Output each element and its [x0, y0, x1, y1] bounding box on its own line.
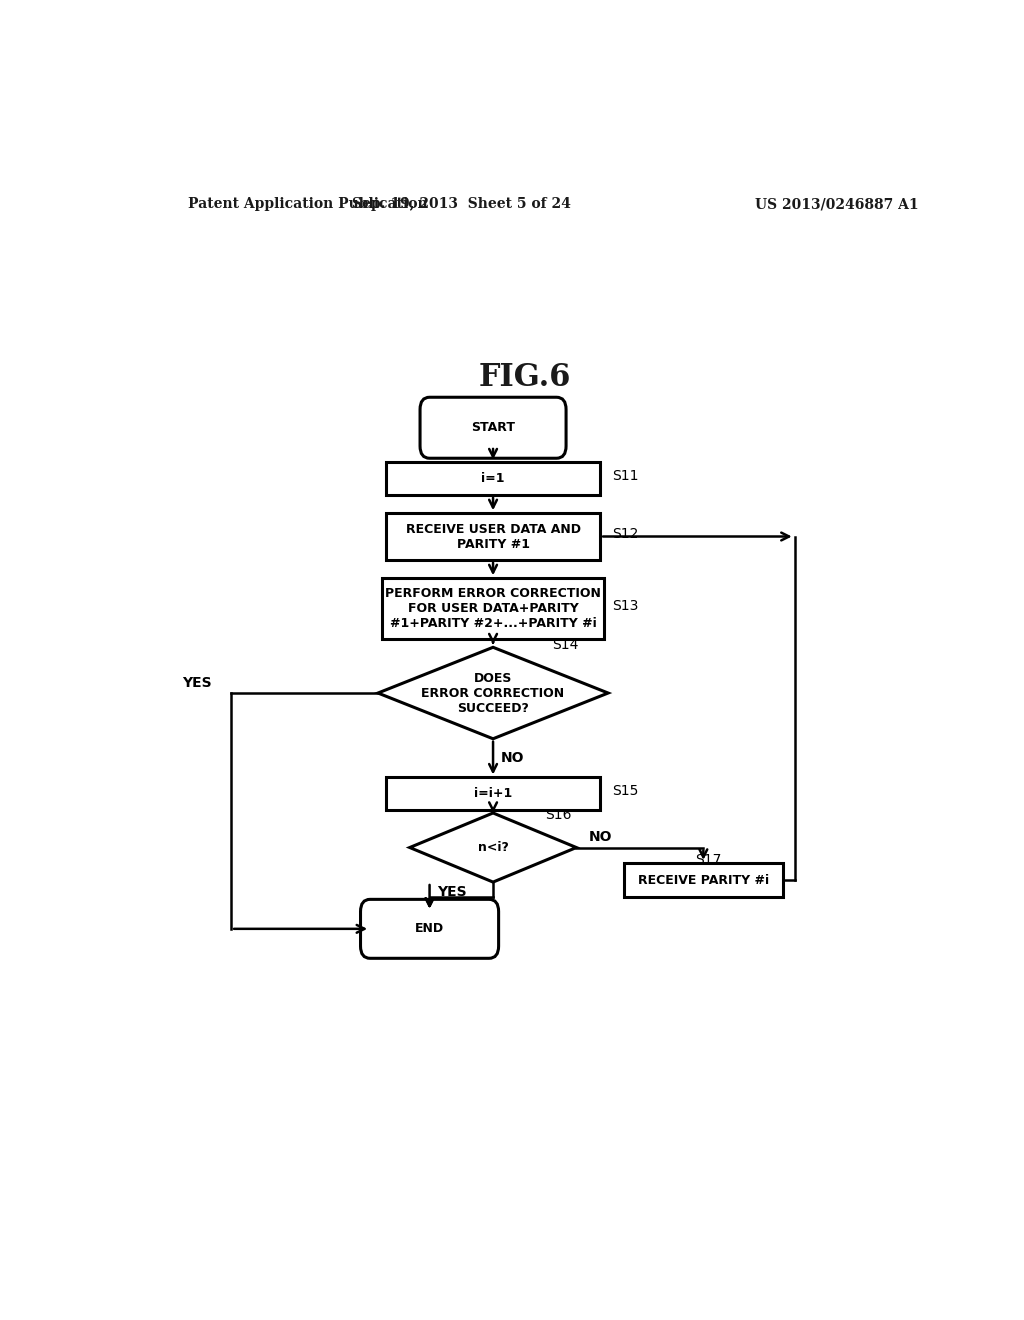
Bar	[386, 462, 600, 495]
Text: S14: S14	[553, 639, 579, 652]
Text: RECEIVE USER DATA AND
PARITY #1: RECEIVE USER DATA AND PARITY #1	[406, 523, 581, 550]
Text: n<i?: n<i?	[477, 841, 509, 854]
Bar	[386, 777, 600, 810]
Text: NO: NO	[501, 751, 524, 766]
FancyBboxPatch shape	[420, 397, 566, 458]
Text: DOES
ERROR CORRECTION
SUCCEED?: DOES ERROR CORRECTION SUCCEED?	[422, 672, 564, 714]
Bar	[624, 863, 782, 898]
Text: NO: NO	[589, 830, 612, 845]
Text: Sep. 19, 2013  Sheet 5 of 24: Sep. 19, 2013 Sheet 5 of 24	[352, 197, 570, 211]
Text: PERFORM ERROR CORRECTION
FOR USER DATA+PARITY
#1+PARITY #2+...+PARITY #i: PERFORM ERROR CORRECTION FOR USER DATA+P…	[385, 587, 601, 630]
Text: RECEIVE PARITY #i: RECEIVE PARITY #i	[638, 874, 769, 887]
Text: i=i+1: i=i+1	[474, 787, 512, 800]
Text: S15: S15	[612, 784, 639, 797]
Text: i=1: i=1	[481, 473, 505, 484]
Text: US 2013/0246887 A1: US 2013/0246887 A1	[755, 197, 919, 211]
Text: S11: S11	[612, 469, 639, 483]
FancyBboxPatch shape	[360, 899, 499, 958]
Text: S13: S13	[612, 598, 639, 612]
Polygon shape	[410, 813, 577, 882]
Text: YES: YES	[181, 676, 211, 690]
Bar	[382, 578, 604, 639]
Text: S17: S17	[695, 853, 722, 867]
Text: YES: YES	[437, 884, 467, 899]
Text: Patent Application Publication: Patent Application Publication	[187, 197, 427, 211]
Text: END: END	[415, 923, 444, 936]
Polygon shape	[378, 647, 608, 739]
Bar	[386, 513, 600, 560]
Text: FIG.6: FIG.6	[478, 362, 571, 392]
Text: S16: S16	[545, 808, 571, 822]
Text: S12: S12	[612, 528, 639, 541]
Text: START: START	[471, 421, 515, 434]
